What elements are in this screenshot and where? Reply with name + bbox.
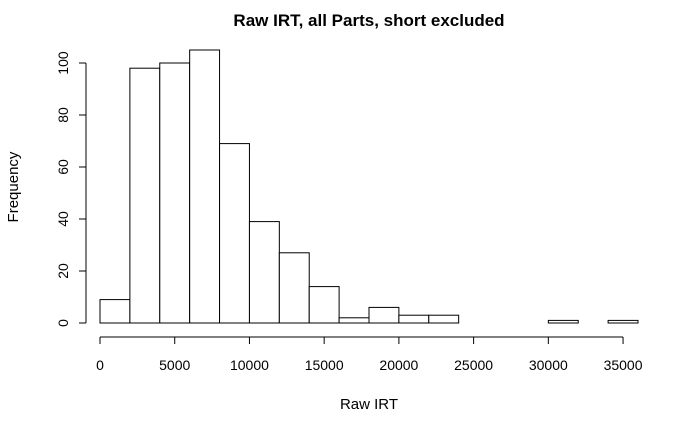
bar-10 <box>398 314 430 324</box>
bar-11 <box>428 314 460 324</box>
bar-3 <box>189 49 221 324</box>
y-axis-label: Frequency <box>5 151 22 222</box>
x-tick-label-0: 0 <box>96 357 104 373</box>
y-axis: 0 20 40 60 80 100 <box>55 51 87 327</box>
chart-title: Raw IRT, all Parts, short excluded <box>233 11 504 30</box>
bar-1 <box>129 67 161 324</box>
y-tick-label-5: 100 <box>55 51 71 75</box>
y-tick-label-0: 0 <box>55 319 71 327</box>
x-tick-label-2: 10000 <box>230 357 269 373</box>
bar-9 <box>368 306 400 324</box>
bar-2 <box>159 62 191 324</box>
y-tick-label-3: 60 <box>55 159 71 175</box>
bar-0 <box>99 299 131 324</box>
x-tick-label-3: 15000 <box>305 357 344 373</box>
y-tick-label-2: 40 <box>55 211 71 227</box>
bar-15 <box>547 319 579 324</box>
bar-6 <box>278 252 310 324</box>
y-tick-label-4: 80 <box>55 107 71 123</box>
bars-group <box>99 49 639 324</box>
x-tick-label-5: 25000 <box>454 357 493 373</box>
x-tick-label-1: 5000 <box>159 357 190 373</box>
x-axis-label: Raw IRT <box>340 396 398 413</box>
y-tick-label-1: 20 <box>55 263 71 279</box>
bar-7 <box>308 286 340 324</box>
bar-5 <box>248 221 280 324</box>
x-tick-label-7: 35000 <box>604 357 643 373</box>
x-tick-label-4: 20000 <box>379 357 418 373</box>
bar-4 <box>219 143 250 324</box>
bar-8 <box>338 317 370 324</box>
x-axis: 0 5000 10000 15000 20000 25000 30000 35000 <box>96 336 643 373</box>
bar-17 <box>607 319 639 324</box>
x-tick-label-6: 30000 <box>529 357 568 373</box>
